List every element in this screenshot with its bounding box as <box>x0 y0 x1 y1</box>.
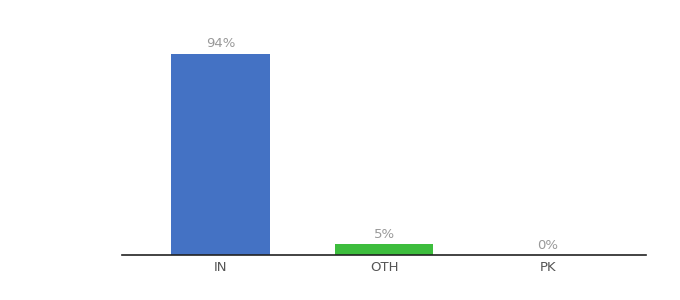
Bar <box>335 244 433 255</box>
Text: 94%: 94% <box>206 38 235 50</box>
Text: 0%: 0% <box>537 239 558 252</box>
Text: 5%: 5% <box>373 228 395 241</box>
Bar <box>171 54 270 255</box>
